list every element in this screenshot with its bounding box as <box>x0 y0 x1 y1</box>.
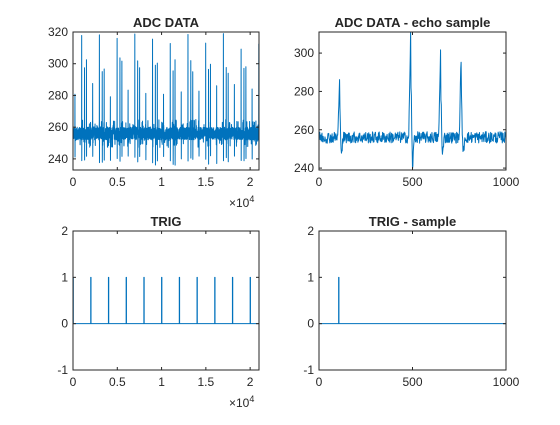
y-tick-label: 240 <box>294 161 314 175</box>
x-exponent-label: ×104 <box>229 394 254 410</box>
x-exponent-label: ×104 <box>229 194 254 210</box>
chart-title: ADC DATA <box>133 15 200 30</box>
x-tick-label: 500 <box>402 375 422 389</box>
axes-adc_echo: 0 500 1000 240 260 280 300 ADC DATA - echo samp… <box>294 15 520 189</box>
series-line-adc_echo <box>319 32 506 170</box>
y-tick-label: 300 <box>294 46 314 60</box>
axes-box <box>318 230 507 371</box>
series-line-adc_data <box>73 33 259 166</box>
y-tick-label: 280 <box>48 88 68 102</box>
axes-box <box>72 230 260 371</box>
chart-title: TRIG - sample <box>369 214 456 229</box>
y-tick-label: 1 <box>307 270 314 284</box>
x-tick-label: 2 <box>247 375 254 389</box>
x-exponent-power: 4 <box>249 394 254 404</box>
x-tick-label: 0.5 <box>109 375 126 389</box>
axes-adc_data: 0 0.5 1 1.5 2 240 260 280 300 320 ADC DATA ×104 <box>48 15 260 210</box>
y-tick-label: 240 <box>48 152 68 166</box>
axes-box <box>72 31 260 171</box>
x-tick-label: 0 <box>70 175 77 189</box>
chart-title: TRIG <box>150 214 181 229</box>
y-tick-label: 0 <box>307 317 314 331</box>
x-tick-label: 0 <box>316 175 323 189</box>
x-tick-label: 2 <box>247 175 254 189</box>
chart-title: ADC DATA - echo sample <box>335 15 491 30</box>
series-line-trig <box>73 276 259 325</box>
y-tick-label: 260 <box>294 123 314 137</box>
x-tick-label: 0 <box>70 375 77 389</box>
y-tick-label: 280 <box>294 84 314 98</box>
y-tick-label: 260 <box>48 120 68 134</box>
x-tick-label: 1 <box>158 175 165 189</box>
y-tick-label: -1 <box>57 363 68 377</box>
y-tick-label: 0 <box>61 317 68 331</box>
series-line-trig_sample <box>319 276 506 325</box>
x-tick-label: 0.5 <box>109 175 126 189</box>
x-tick-label: 1000 <box>493 175 520 189</box>
x-tick-label: 0 <box>316 375 323 389</box>
y-tick-label: -1 <box>303 363 314 377</box>
y-tick-label: 2 <box>61 224 68 238</box>
x-exponent-power: 4 <box>249 194 254 204</box>
x-tick-label: 1 <box>158 375 165 389</box>
x-tick-label: 1000 <box>493 375 520 389</box>
x-tick-label: 1.5 <box>198 175 215 189</box>
x-tick-label: 500 <box>402 175 422 189</box>
y-tick-label: 320 <box>48 25 68 39</box>
y-tick-label: 2 <box>307 224 314 238</box>
y-tick-label: 300 <box>48 57 68 71</box>
x-tick-label: 1.5 <box>198 375 215 389</box>
y-tick-label: 1 <box>61 270 68 284</box>
